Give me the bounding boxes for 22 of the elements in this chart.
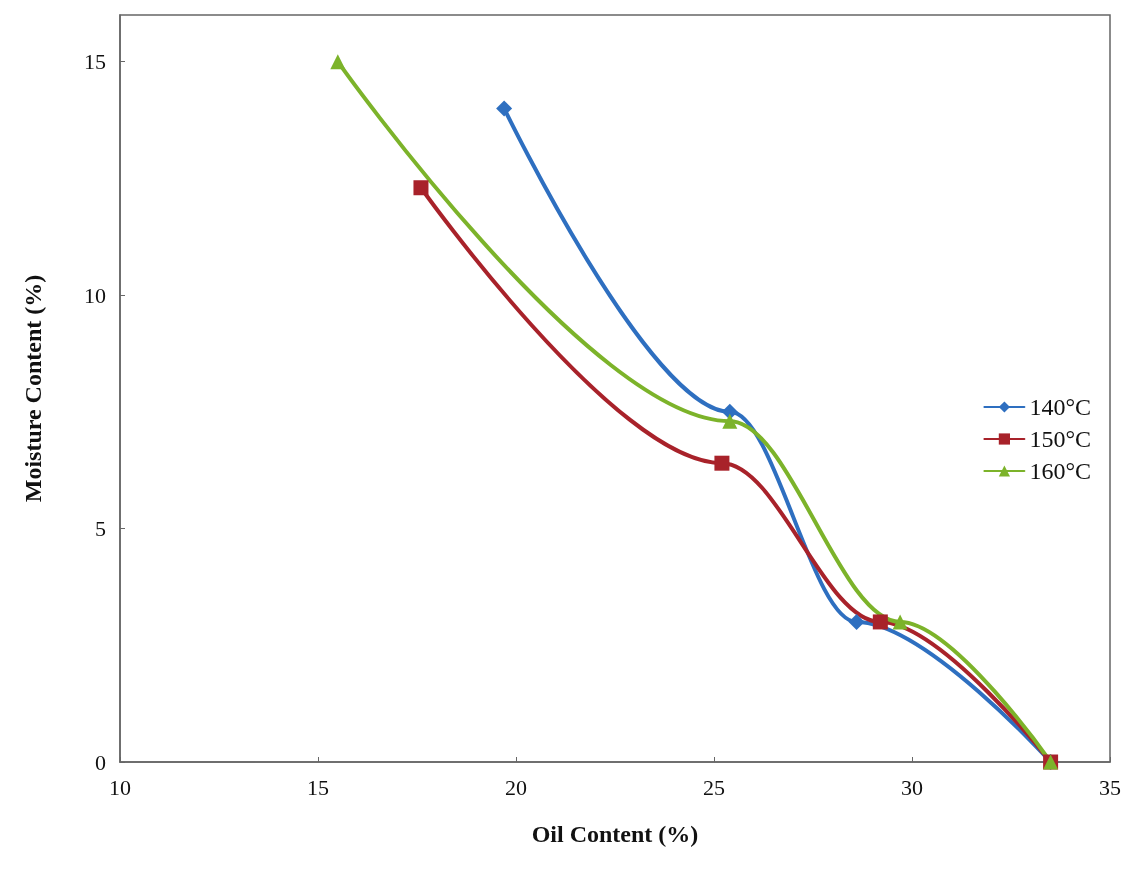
y-tick-label: 10 — [84, 282, 106, 308]
x-tick-label: 15 — [307, 774, 329, 800]
x-tick-label: 30 — [901, 774, 923, 800]
y-tick-label: 15 — [84, 49, 106, 75]
legend-label: 150°C — [1029, 426, 1091, 452]
y-axis-title: Moisture Content (%) — [20, 274, 46, 503]
point — [413, 180, 429, 196]
legend-label: 140°C — [1029, 394, 1091, 420]
x-axis-title: Oil Content (%) — [531, 821, 699, 847]
point — [330, 54, 346, 70]
point — [714, 455, 730, 471]
y-tick-label: 5 — [95, 516, 106, 542]
point — [892, 614, 908, 630]
y-tick-label: 0 — [95, 749, 106, 775]
x-tick-label: 25 — [703, 774, 725, 800]
point — [872, 614, 888, 630]
x-tick-label: 35 — [1099, 774, 1121, 800]
x-tick-label: 20 — [505, 774, 527, 800]
point — [496, 100, 513, 117]
point — [722, 413, 738, 429]
legend-label: 160°C — [1029, 458, 1091, 484]
point — [848, 613, 865, 630]
